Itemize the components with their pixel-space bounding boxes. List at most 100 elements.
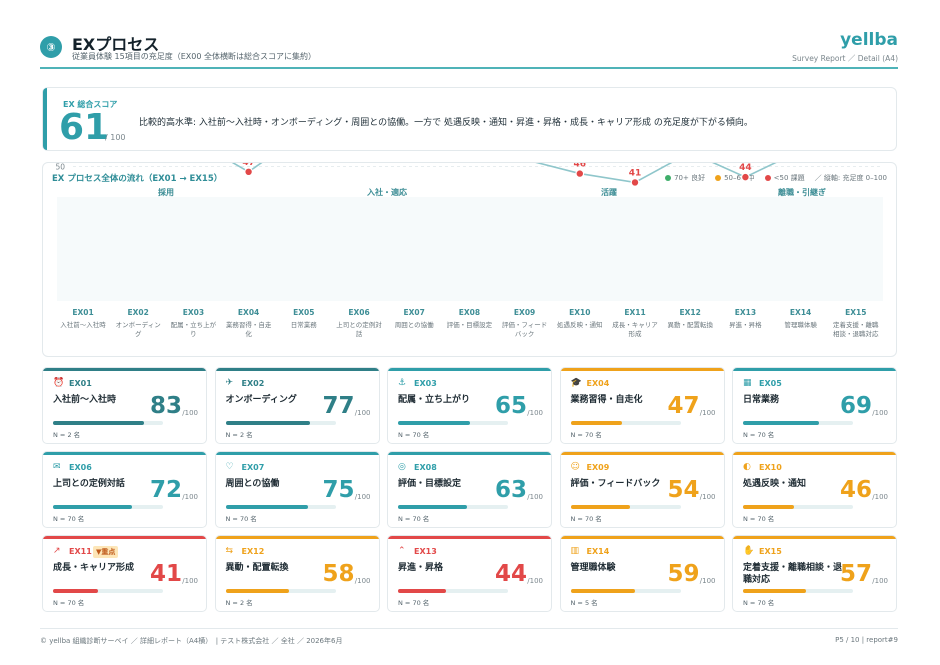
x-tick-sublabel: 周囲との協働 — [395, 320, 434, 329]
card-name: 日常業務 — [743, 395, 780, 405]
x-tick-sublabel: オンボーディン — [116, 320, 161, 329]
footer-divider — [40, 628, 898, 629]
page-title: EXプロセス — [72, 35, 160, 54]
card-code: EX13 — [414, 547, 437, 556]
card-accent-bar — [43, 452, 206, 455]
x-tick-code: EX14 — [790, 308, 811, 317]
card-code: EX08 — [414, 463, 437, 472]
x-tick-code: EX11 — [624, 308, 645, 317]
card-score-bar — [398, 589, 508, 593]
card-score-bar-fill — [225, 421, 311, 425]
score-max: / 100 — [105, 133, 126, 142]
card-score-bar — [225, 421, 336, 425]
data-point-ex04 — [244, 167, 254, 177]
card-accent-bar — [43, 536, 206, 539]
page-number: P5 / 10 | report#9 — [835, 636, 898, 644]
card-score-max: /100 — [182, 577, 198, 585]
card-accent-bar — [560, 368, 724, 371]
card-name: 評価・目標設定 — [398, 479, 462, 489]
card-accent-bar — [560, 452, 724, 455]
x-tick-sublabel: 形成 — [629, 329, 643, 338]
process-card-ex14: ▥ EX14 管理職体験 59/100 N = 5 名 — [559, 535, 725, 612]
card-score-bar-fill — [743, 421, 819, 425]
legend-axis-note: ／ 縦軸: 充足度 0–100 — [814, 174, 887, 182]
phase-label-perform: 活躍 — [601, 188, 617, 197]
x-tick-sublabel: 配属・立ち上が — [171, 320, 217, 329]
data-label-ex11: 41 — [629, 168, 642, 178]
card-score-bar-fill — [225, 589, 290, 593]
card-score-bar-fill — [743, 589, 806, 593]
card-code: EX02 — [241, 379, 265, 388]
card-score-bar-fill — [743, 505, 794, 509]
card-accent-bar — [215, 452, 379, 455]
legend-low-label: <50 課題 — [773, 174, 805, 182]
data-label-ex10: 46 — [574, 163, 587, 170]
x-tick-sublabel: 化 — [245, 329, 252, 338]
card-score-max: /100 — [527, 577, 543, 585]
chart-plot-area — [57, 197, 883, 301]
x-tick-code: EX13 — [735, 308, 756, 317]
header-divider — [40, 67, 898, 69]
footer-text: © yellba 組織診断サーベイ ／ 詳細レポート（A4横） | テスト株式会… — [40, 637, 343, 645]
card-score-max: /100 — [182, 409, 198, 417]
x-tick-code: EX04 — [238, 308, 259, 317]
card-respondents: N = 70 名 — [398, 599, 430, 607]
x-tick-sublabel: 管理職体験 — [784, 320, 817, 329]
x-tick-sublabel: バック — [515, 330, 535, 338]
card-score: 69 — [839, 393, 872, 419]
legend-good-dot — [665, 175, 672, 181]
x-tick-sublabel: 入社前〜入社時 — [60, 320, 106, 329]
process-card-ex02: ✈ EX02 オンボーディング 77/100 N = 2 名 — [214, 367, 380, 444]
card-respondents: N = 70 名 — [53, 599, 85, 607]
card-code: EX15 — [759, 547, 782, 556]
card-code: EX14 — [586, 547, 610, 556]
card-code: EX05 — [759, 379, 782, 388]
card-score-bar-fill — [53, 589, 99, 593]
card-name: オンボーディング — [225, 395, 297, 405]
card-score-bar — [398, 421, 508, 425]
step-badge: ③ — [40, 36, 62, 58]
process-card-ex15: ✋ EX15 定着支援・離職相談・退職対応 57/100 N = 70 名 — [732, 535, 897, 612]
card-score-bar — [225, 505, 336, 509]
x-tick-code: EX03 — [183, 308, 204, 317]
card-score-max: /100 — [354, 493, 371, 501]
card-code: EX12 — [241, 547, 265, 556]
card-score: 41 — [149, 561, 182, 587]
target-icon: ◎ — [398, 462, 406, 472]
x-tick-code: EX07 — [404, 308, 425, 317]
data-point-ex10 — [575, 169, 585, 178]
process-card-ex05: ▦ EX05 日常業務 69/100 N = 70 名 — [732, 367, 897, 444]
phase-label-exit: 離職・引継ぎ — [778, 188, 826, 197]
card-respondents: N = 5 名 — [570, 599, 598, 607]
card-respondents: N = 2 名 — [225, 599, 253, 607]
card-score-max: /100 — [872, 577, 888, 585]
report-tag: Survey Report ／ Detail (A4) — [792, 54, 898, 63]
card-code: EX11 — [69, 547, 92, 556]
card-accent-bar — [215, 368, 379, 371]
card-name: 配属・立ち上がり — [398, 395, 471, 405]
process-flow-card: EX プロセス全体の流れ（EX01 → EX15） 70+ 良好 50–69 中… — [42, 162, 897, 357]
process-card-ex12: ⇆ EX12 異動・配置転換 58/100 N = 2 名 — [214, 535, 380, 612]
card-accent-bar — [43, 368, 206, 371]
card-score-max: /100 — [699, 409, 716, 417]
card-respondents: N = 70 名 — [743, 599, 775, 607]
x-tick-sublabel: 処遇反映・通知 — [557, 320, 603, 329]
x-tick-sublabel: 上司との定例対 — [336, 320, 382, 329]
card-score-bar — [225, 589, 336, 593]
coin-icon: ◐ — [743, 462, 751, 472]
page-header: ③ EXプロセス 従業員体験 15項目の充足度（EX00 全体横断は総合スコアに… — [40, 28, 898, 68]
handshake-icon: ♡ — [225, 462, 234, 472]
card-accent-bar — [215, 536, 379, 539]
page-subtitle: 従業員体験 15項目の充足度（EX00 全体横断は総合スコアに集約） — [72, 52, 316, 61]
card-score: 57 — [839, 561, 872, 587]
card-score-bar — [53, 421, 163, 425]
legend-low-dot — [764, 175, 771, 181]
card-respondents: N = 70 名 — [398, 431, 430, 439]
x-tick-sublabel: 日常業務 — [291, 320, 318, 329]
card-accent-bar — [388, 452, 551, 455]
card-code: EX04 — [586, 379, 610, 388]
card-score: 75 — [322, 477, 355, 503]
feedback-icon: ☺ — [570, 462, 580, 472]
card-score-bar — [743, 421, 853, 425]
card-name: 管理職体験 — [570, 563, 616, 573]
